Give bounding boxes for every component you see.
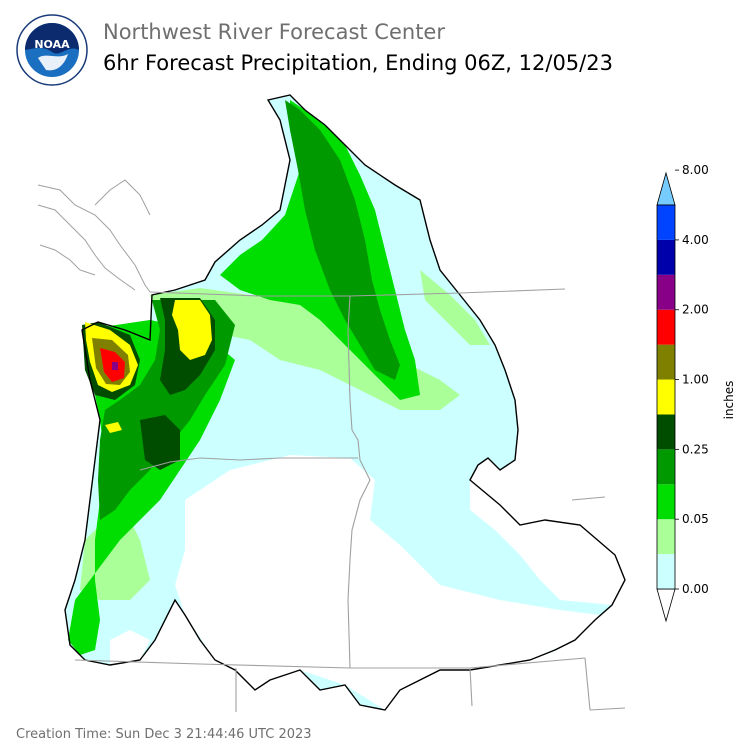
dry-area-sw [110,630,150,665]
legend-tick-label: 8.00 [682,163,709,177]
legend-bin [657,449,675,485]
dry-area-east [470,480,625,605]
coastline [37,179,151,293]
legend-bin [657,554,675,589]
basin-outline [64,94,626,711]
legend-tick-label: 2.00 [682,303,709,317]
product-title: 6hr Forecast Precipitation, Ending 06Z, … [103,51,613,75]
legend-tick-label: 4.00 [682,233,709,247]
legend-bin [657,309,675,345]
creation-time: Creation Time: Sun Dec 3 21:44:46 UTC 20… [16,727,312,742]
legend-bin [657,239,675,275]
precip-yellow-dot [105,422,122,433]
legend-bin-max [656,171,676,206]
legend-bin [657,484,675,520]
dry-area [175,455,600,710]
noaa-logo-text: NOAA [34,38,70,51]
state-boundaries [74,288,626,712]
legend-bin [657,205,675,240]
precip-0.50-band [285,100,400,380]
legend-tick-label: 1.00 [682,373,709,387]
precip-1.00-coast [140,415,180,470]
precip-1.00-2.00-yellow [172,300,212,360]
legend-bin [657,379,675,415]
precip-0.05-east [420,270,490,345]
legend-frame [656,204,676,590]
legend-bin [657,414,675,450]
legend-tick-label: 0.25 [682,442,709,456]
agency-title: Northwest River Forecast Center [103,20,445,44]
legend-bin [657,519,675,555]
legend-tick-label: 0.00 [682,582,709,596]
legend-bin [657,274,675,310]
legend-unit: inches [722,381,736,420]
legend-tick-label: 0.05 [682,512,709,526]
noaa-logo: NOAA [16,14,88,86]
precip-purple [112,362,118,370]
legend-bin [657,344,675,380]
legend-bin-min [656,588,676,623]
